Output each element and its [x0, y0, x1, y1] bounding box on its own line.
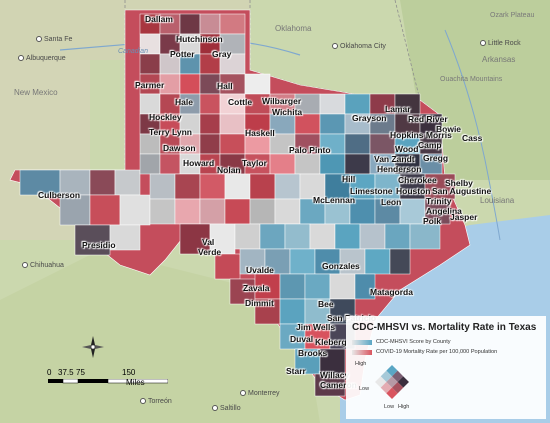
county-label-cass: Cass	[462, 133, 483, 143]
county-label-willacy: Willacy	[320, 370, 350, 380]
legend-swatch-mortality	[352, 349, 372, 355]
legend-row-svi: CDC-MHSVI Score by County	[352, 339, 451, 345]
city-santa-fe: Santa Fe	[36, 36, 72, 43]
legend-label-mortality: COVID-19 Mortality Rate per 100,000 Popu…	[376, 349, 498, 355]
county-label-verde: Verde	[198, 247, 222, 257]
county-label-van-zandt: Van Zandt	[374, 154, 415, 164]
county-label-haskell: Haskell	[245, 128, 275, 138]
county-label-gregg: Gregg	[423, 153, 449, 163]
bivariate-grid	[374, 364, 410, 400]
state-new-mexico: New Mexico	[14, 88, 58, 97]
county-label-trinity: Trinity	[426, 196, 452, 206]
county-label-dallam: Dallam	[145, 14, 173, 24]
texas-counties[interactable]	[0, 0, 471, 423]
county-label-hill: Hill	[342, 174, 356, 184]
legend-row-mortality: COVID-19 Mortality Rate per 100,000 Popu…	[352, 349, 497, 355]
county-label-cameron: Cameron	[320, 380, 357, 390]
county-label-zavala: Zavala	[243, 283, 270, 293]
county-label-dawson: Dawson	[163, 143, 196, 153]
county-label-red-river: Red River	[408, 114, 448, 124]
county-label-bee: Bee	[318, 299, 334, 309]
legend-high-label: High	[355, 361, 367, 367]
county-label-lamar: Lamar	[385, 104, 411, 114]
county-label-cottle: Cottle	[228, 97, 253, 107]
legend-axis-low: Low	[384, 404, 395, 410]
legend-label-svi: CDC-MHSVI Score by County	[376, 339, 451, 345]
county-label-uvalde: Uvalde	[246, 265, 274, 275]
county-label-parmer: Parmer	[135, 80, 165, 90]
county-label-hale: Hale	[175, 97, 193, 107]
county-label-shelby: Shelby	[445, 178, 473, 188]
county-label-duval: Duval	[290, 334, 314, 344]
county-label-san-augustine: San Augustine	[432, 186, 492, 196]
ozark-plateau: Ozark Plateau	[490, 12, 535, 19]
county-label-kleberg: Kleberg	[315, 337, 347, 347]
city-saltillo: Saltillo	[212, 405, 241, 412]
county-label-angelina: Angelina	[426, 206, 462, 216]
county-label-camp: Camp	[418, 140, 442, 150]
county-label-mclennan: McLennan	[313, 195, 356, 205]
county-label-hopkins-morris: Hopkins Morris	[390, 130, 452, 140]
scale-tick-75: 75	[76, 368, 85, 377]
county-label-henderson: Henderson	[377, 164, 422, 174]
county-label-wood: Wood	[395, 144, 419, 154]
county-label-houston: Houston	[396, 186, 431, 196]
scale-unit: Miles	[126, 378, 145, 387]
county-label-val: Val	[202, 237, 215, 247]
legend-swatch-svi	[352, 339, 372, 345]
county-label-taylor: Taylor	[242, 158, 267, 168]
county-label-jasper: Jasper	[450, 212, 478, 222]
county-label-matagorda: Matagorda	[370, 287, 413, 297]
county-label-culberson: Culberson	[38, 190, 81, 200]
county-label-gray: Gray	[212, 49, 232, 59]
county-label-starr: Starr	[286, 366, 306, 376]
county-label-brooks: Brooks	[298, 348, 328, 358]
city-oklahoma-city: Oklahoma City	[332, 43, 386, 50]
county-label-polk: Polk	[423, 216, 441, 226]
scale-tick-0: 0	[47, 368, 52, 377]
legend-low-label: Low	[359, 386, 370, 392]
county-label-wilbarger: Wilbarger	[262, 96, 302, 106]
county-label-nolan: Nolan	[217, 165, 241, 175]
county-label-hutchinson: Hutchinson	[176, 34, 223, 44]
river-canadian: Canadian	[118, 48, 148, 55]
scale-tick-150: 150	[122, 368, 136, 377]
legend-title: CDC-MHSVI vs. Mortality Rate in Texas	[352, 322, 537, 333]
ouachita-mountains: Ouachita Mountains	[440, 76, 503, 83]
state-arkansas: Arkansas	[482, 55, 516, 64]
state-louisiana: Louisiana	[480, 196, 515, 205]
county-label-dimmit: Dimmit	[245, 298, 274, 308]
county-label-howard: Howard	[183, 158, 215, 168]
city-monterrey: Monterrey	[240, 390, 280, 397]
city-little-rock: Little Rock	[480, 40, 521, 47]
city-torreon: Torreón	[140, 398, 172, 405]
county-label-bowie: Bowie	[436, 124, 462, 134]
city-chihuahua: Chihuahua	[22, 262, 64, 269]
legend-axis-high: High	[398, 404, 410, 410]
county-label-palo-pinto: Palo Pinto	[289, 145, 331, 155]
county-label-hockley: Hockley	[149, 112, 182, 122]
county-label-potter: Potter	[170, 49, 195, 59]
county-label-limestone: Limestone	[350, 186, 393, 196]
county-label-cherokee: Cherokee	[398, 175, 437, 185]
county-label-jim-wells: Jim Wells	[296, 322, 336, 332]
county-label-leon: Leon	[381, 197, 402, 207]
county-label-terry-lynn: Terry Lynn	[149, 127, 192, 137]
county-label-wichita: Wichita	[272, 107, 303, 117]
county-label-hall: Hall	[217, 81, 233, 91]
state-oklahoma: Oklahoma	[275, 24, 312, 33]
county-label-gonzales: Gonzales	[322, 261, 360, 271]
city-albuquerque: Albuquerque	[18, 55, 66, 62]
county-label-grayson: Grayson	[352, 113, 387, 123]
compass-rose-icon	[82, 336, 104, 363]
county-label-presidio: Presidio	[82, 240, 116, 250]
legend-panel: CDC-MHSVI vs. Mortality Rate in Texas CD…	[346, 316, 546, 419]
scale-tick-37-5: 37.5	[58, 368, 74, 377]
